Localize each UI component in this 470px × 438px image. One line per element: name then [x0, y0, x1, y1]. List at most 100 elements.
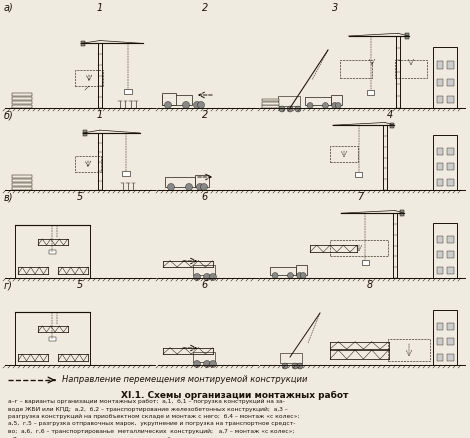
Text: 7: 7	[357, 192, 363, 202]
Text: 4: 4	[387, 110, 393, 120]
Bar	[262, 106, 279, 108]
Text: б): б)	[4, 110, 14, 120]
Bar	[162, 95, 192, 105]
Text: 8: 8	[367, 280, 373, 290]
Text: разгрузка конструкций на приобъектном складе и монтаж с него;  б,4 – монтаж «с к: разгрузка конструкций на приобъектном ск…	[8, 414, 299, 419]
Bar	[447, 267, 454, 274]
Circle shape	[322, 102, 329, 109]
Bar	[433, 135, 457, 190]
Bar	[12, 97, 32, 100]
Bar	[433, 223, 457, 278]
Bar	[447, 251, 454, 258]
Text: г,8 – разгрузка,  укрупнение в пространственные блоки и их монтаж: г,8 – разгрузка, укрупнение в пространст…	[8, 437, 227, 438]
Text: 6: 6	[202, 280, 208, 290]
Circle shape	[210, 273, 217, 280]
Text: 1: 1	[97, 3, 103, 13]
Bar	[355, 172, 362, 177]
Bar	[437, 163, 443, 170]
Bar	[262, 99, 279, 101]
Bar	[447, 354, 454, 360]
Circle shape	[307, 102, 313, 109]
Circle shape	[204, 360, 211, 367]
Text: а–г – варианты организации монтажных работ;  а,1,  б,1 – погрузка конструкций на: а–г – варианты организации монтажных раб…	[8, 399, 285, 404]
Bar	[447, 148, 454, 155]
Bar	[405, 33, 409, 39]
Text: 2: 2	[202, 3, 208, 13]
Bar	[330, 95, 343, 105]
Bar	[193, 352, 215, 362]
Bar	[388, 339, 430, 361]
Text: 3: 3	[332, 3, 338, 13]
Bar	[437, 236, 443, 243]
Circle shape	[196, 184, 204, 191]
Circle shape	[272, 272, 278, 279]
Circle shape	[300, 272, 306, 279]
Circle shape	[201, 184, 207, 191]
Bar	[447, 339, 454, 345]
Text: 6: 6	[202, 192, 208, 202]
Bar	[447, 236, 454, 243]
Bar	[437, 79, 443, 86]
Bar	[433, 47, 457, 108]
Circle shape	[288, 272, 293, 279]
Bar	[296, 265, 307, 275]
Circle shape	[279, 106, 285, 112]
Circle shape	[282, 363, 288, 369]
Bar	[433, 310, 457, 365]
Bar	[437, 96, 443, 103]
Circle shape	[204, 273, 211, 280]
Text: во;  а,6,  г,6 – транспортированье  металлических  конструкций;   а,7 – монтаж «: во; а,6, г,6 – транспортированье металли…	[8, 429, 294, 434]
Bar	[195, 174, 209, 187]
Text: в): в)	[4, 192, 14, 202]
Bar	[270, 267, 296, 275]
Bar	[330, 146, 358, 162]
Bar	[447, 61, 454, 69]
Bar	[447, 179, 454, 186]
Circle shape	[167, 184, 174, 191]
Circle shape	[297, 363, 303, 369]
Bar	[12, 175, 32, 178]
Text: 5: 5	[77, 280, 83, 290]
Circle shape	[197, 102, 204, 109]
Bar	[12, 93, 32, 96]
Bar	[278, 96, 300, 106]
Bar	[162, 92, 176, 105]
Bar	[81, 41, 85, 46]
Circle shape	[287, 106, 293, 112]
Circle shape	[186, 184, 193, 191]
Bar	[437, 179, 443, 186]
Bar	[437, 323, 443, 330]
Text: а): а)	[4, 3, 14, 13]
Bar	[75, 156, 101, 172]
Circle shape	[292, 363, 298, 369]
Bar	[447, 163, 454, 170]
Circle shape	[210, 360, 217, 367]
Bar	[437, 251, 443, 258]
Bar	[12, 187, 32, 190]
Bar	[437, 339, 443, 345]
Bar	[12, 179, 32, 182]
Circle shape	[297, 272, 303, 279]
Bar	[447, 96, 454, 103]
Bar	[395, 60, 427, 78]
Text: Направление перемещения монтируемой конструкции: Направление перемещения монтируемой конс…	[62, 375, 307, 385]
Bar	[305, 96, 330, 105]
Bar	[122, 171, 130, 176]
Circle shape	[332, 102, 338, 109]
Circle shape	[194, 273, 201, 280]
Bar	[367, 90, 375, 95]
Text: г): г)	[4, 280, 13, 290]
Bar	[280, 353, 302, 363]
Text: 1: 1	[97, 110, 103, 120]
Text: 5: 5	[77, 192, 83, 202]
Text: воде ЖБИ или КПД;  а,2,  б,2 – транспортирование железобетонных конструкций;  а,: воде ЖБИ или КПД; а,2, б,2 – транспортир…	[8, 406, 288, 412]
Bar	[447, 323, 454, 330]
Bar	[12, 183, 32, 186]
Bar	[165, 177, 195, 187]
Bar	[12, 105, 32, 108]
Bar	[437, 148, 443, 155]
Bar	[340, 60, 372, 78]
Bar	[437, 267, 443, 274]
Bar	[12, 101, 32, 104]
Circle shape	[335, 102, 341, 109]
